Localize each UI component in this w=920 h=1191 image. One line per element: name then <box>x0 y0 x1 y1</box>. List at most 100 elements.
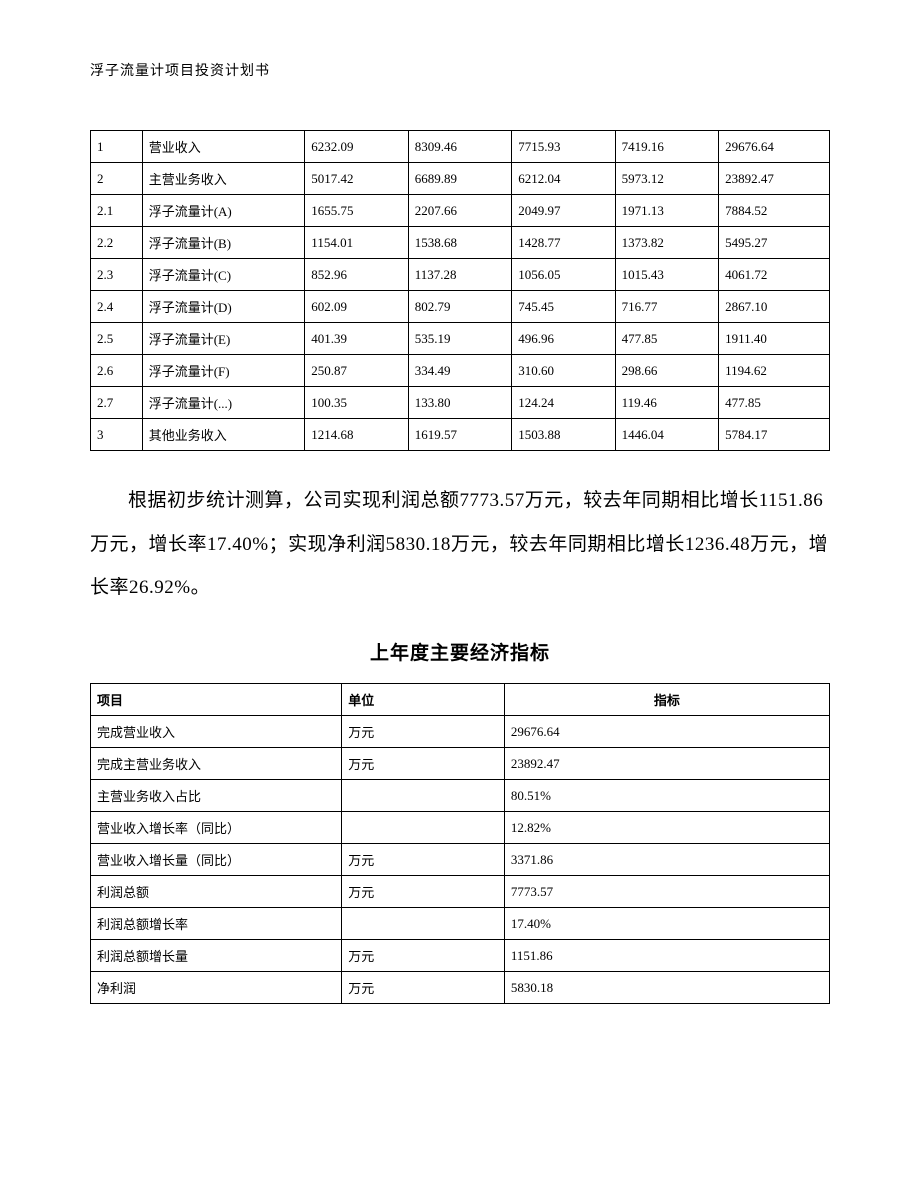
table-cell: 浮子流量计(E) <box>142 323 305 355</box>
col-project: 项目 <box>91 684 342 716</box>
table-cell: 1 <box>91 131 143 163</box>
table-cell: 利润总额增长量 <box>91 940 342 972</box>
col-unit: 单位 <box>342 684 505 716</box>
table-row: 2.1浮子流量计(A)1655.752207.662049.971971.137… <box>91 195 830 227</box>
table-cell: 334.49 <box>408 355 511 387</box>
table-cell: 浮子流量计(...) <box>142 387 305 419</box>
table-cell: 1911.40 <box>719 323 830 355</box>
table-row: 1营业收入6232.098309.467715.937419.1629676.6… <box>91 131 830 163</box>
table-cell: 6689.89 <box>408 163 511 195</box>
table-cell: 1655.75 <box>305 195 408 227</box>
table-cell: 完成营业收入 <box>91 716 342 748</box>
table-cell: 1015.43 <box>615 259 718 291</box>
table-cell: 133.80 <box>408 387 511 419</box>
table-row: 2.7浮子流量计(...)100.35133.80124.24119.46477… <box>91 387 830 419</box>
table-row: 2.2浮子流量计(B)1154.011538.681428.771373.825… <box>91 227 830 259</box>
table-row: 净利润万元5830.18 <box>91 972 830 1004</box>
table-cell: 4061.72 <box>719 259 830 291</box>
table-cell: 1194.62 <box>719 355 830 387</box>
table-cell: 1214.68 <box>305 419 408 451</box>
table-cell: 7715.93 <box>512 131 615 163</box>
table-row: 利润总额万元7773.57 <box>91 876 830 908</box>
table-cell: 利润总额 <box>91 876 342 908</box>
table-cell: 2.5 <box>91 323 143 355</box>
table-cell: 5495.27 <box>719 227 830 259</box>
table-cell: 100.35 <box>305 387 408 419</box>
table-row: 2主营业务收入5017.426689.896212.045973.1223892… <box>91 163 830 195</box>
table-cell: 万元 <box>342 876 505 908</box>
table-cell: 310.60 <box>512 355 615 387</box>
table-cell: 万元 <box>342 844 505 876</box>
table-cell: 477.85 <box>719 387 830 419</box>
summary-paragraph: 根据初步统计测算，公司实现利润总额7773.57万元，较去年同期相比增长1151… <box>90 479 830 610</box>
table-cell: 1971.13 <box>615 195 718 227</box>
table-cell <box>342 908 505 940</box>
table-cell: 401.39 <box>305 323 408 355</box>
table-cell: 3 <box>91 419 143 451</box>
table-cell: 7419.16 <box>615 131 718 163</box>
table-cell: 营业收入增长率（同比） <box>91 812 342 844</box>
table-cell: 8309.46 <box>408 131 511 163</box>
table-cell: 1538.68 <box>408 227 511 259</box>
table-cell: 23892.47 <box>504 748 829 780</box>
table-cell: 5830.18 <box>504 972 829 1004</box>
table-row: 利润总额增长量万元1151.86 <box>91 940 830 972</box>
indicators-table: 项目 单位 指标 完成营业收入万元29676.64完成主营业务收入万元23892… <box>90 683 830 1004</box>
page-container: 浮子流量计项目投资计划书 1营业收入6232.098309.467715.937… <box>0 0 920 1064</box>
table-cell: 2.1 <box>91 195 143 227</box>
table-cell: 主营业务收入 <box>142 163 305 195</box>
table-cell: 23892.47 <box>719 163 830 195</box>
table-cell: 250.87 <box>305 355 408 387</box>
table-cell: 2.3 <box>91 259 143 291</box>
table-cell: 万元 <box>342 748 505 780</box>
table-cell: 净利润 <box>91 972 342 1004</box>
table-cell: 716.77 <box>615 291 718 323</box>
section-title: 上年度主要经济指标 <box>90 638 830 665</box>
table-cell: 2.7 <box>91 387 143 419</box>
table-cell: 1137.28 <box>408 259 511 291</box>
table-cell: 2207.66 <box>408 195 511 227</box>
table-cell: 298.66 <box>615 355 718 387</box>
table-cell: 477.85 <box>615 323 718 355</box>
table-cell: 745.45 <box>512 291 615 323</box>
table-cell: 12.82% <box>504 812 829 844</box>
table-cell: 营业收入 <box>142 131 305 163</box>
table-cell: 万元 <box>342 972 505 1004</box>
table-cell: 1503.88 <box>512 419 615 451</box>
table-cell: 浮子流量计(B) <box>142 227 305 259</box>
table-cell: 2.6 <box>91 355 143 387</box>
table-cell: 119.46 <box>615 387 718 419</box>
table-row: 3其他业务收入1214.681619.571503.881446.045784.… <box>91 419 830 451</box>
table-cell: 124.24 <box>512 387 615 419</box>
col-indicator: 指标 <box>504 684 829 716</box>
table-row: 2.4浮子流量计(D)602.09802.79745.45716.772867.… <box>91 291 830 323</box>
table-row: 完成主营业务收入万元23892.47 <box>91 748 830 780</box>
table-cell: 80.51% <box>504 780 829 812</box>
table-cell: 1446.04 <box>615 419 718 451</box>
table-cell: 完成主营业务收入 <box>91 748 342 780</box>
table-row: 2.3浮子流量计(C)852.961137.281056.051015.4340… <box>91 259 830 291</box>
table-cell: 1373.82 <box>615 227 718 259</box>
table-cell: 主营业务收入占比 <box>91 780 342 812</box>
table-row: 主营业务收入占比 80.51% <box>91 780 830 812</box>
page-header: 浮子流量计项目投资计划书 <box>90 60 830 80</box>
table-row: 营业收入增长率（同比） 12.82% <box>91 812 830 844</box>
table-cell: 其他业务收入 <box>142 419 305 451</box>
table-cell: 802.79 <box>408 291 511 323</box>
table-row: 利润总额增长率17.40% <box>91 908 830 940</box>
table-cell: 496.96 <box>512 323 615 355</box>
table-row: 2.6浮子流量计(F)250.87334.49310.60298.661194.… <box>91 355 830 387</box>
table-cell: 浮子流量计(F) <box>142 355 305 387</box>
revenue-table: 1营业收入6232.098309.467715.937419.1629676.6… <box>90 130 830 451</box>
table-cell: 万元 <box>342 940 505 972</box>
table-cell: 6212.04 <box>512 163 615 195</box>
table-cell: 1056.05 <box>512 259 615 291</box>
table-cell: 浮子流量计(D) <box>142 291 305 323</box>
table-cell: 2.2 <box>91 227 143 259</box>
table-cell: 602.09 <box>305 291 408 323</box>
table-cell <box>342 812 505 844</box>
table-cell: 5973.12 <box>615 163 718 195</box>
table-cell: 17.40% <box>504 908 829 940</box>
table-cell: 29676.64 <box>504 716 829 748</box>
table-cell: 浮子流量计(C) <box>142 259 305 291</box>
